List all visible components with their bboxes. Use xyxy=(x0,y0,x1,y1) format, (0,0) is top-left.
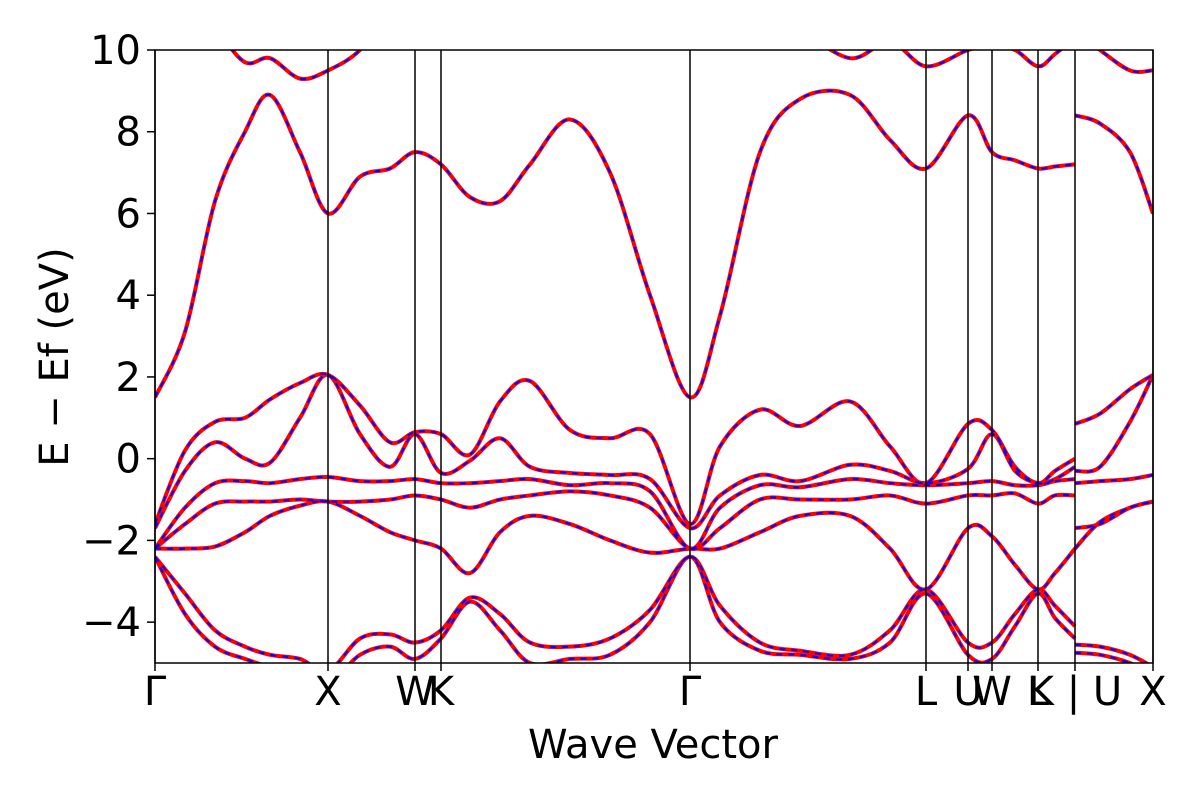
x-tick-label: K xyxy=(428,669,456,715)
y-tick-label: 10 xyxy=(90,28,141,74)
y-tick-label: 2 xyxy=(116,355,141,401)
band-line xyxy=(155,490,1153,551)
band-line xyxy=(155,88,1153,400)
x-tick-label: U xyxy=(953,669,982,715)
x-tick-label: Γ xyxy=(144,669,167,715)
band-line xyxy=(155,373,1153,530)
band-line xyxy=(155,554,1136,663)
x-tick-label: W xyxy=(972,669,1012,715)
y-axis-label: E − Ef (eV) xyxy=(32,247,78,466)
y-tick-label: −2 xyxy=(82,518,141,564)
band-line xyxy=(155,489,1153,551)
x-tick-label: W xyxy=(395,669,435,715)
band-line xyxy=(155,89,1153,399)
y-tick-label: −4 xyxy=(82,600,141,646)
band-line xyxy=(155,555,1133,663)
band-line xyxy=(155,500,1153,591)
band-line xyxy=(155,372,1153,526)
band-line xyxy=(155,499,1153,592)
x-tick-label: L xyxy=(1027,669,1050,715)
y-tick-label: 4 xyxy=(116,273,141,319)
band-line xyxy=(155,474,1153,550)
y-tick-label: 8 xyxy=(116,110,141,156)
x-tick-label: K | U xyxy=(1028,669,1122,715)
x-tick-label: Γ xyxy=(679,669,702,715)
band-line xyxy=(231,50,1153,81)
band-line xyxy=(229,50,1153,82)
y-tick-label: 6 xyxy=(116,191,141,237)
x-axis-label: Wave Vector xyxy=(528,722,779,768)
x-tick-label: X xyxy=(1139,669,1166,715)
y-tick-label: 0 xyxy=(116,437,141,483)
x-tick-label: X xyxy=(314,669,341,715)
plot-frame xyxy=(154,49,1154,664)
plot-area xyxy=(155,50,1153,663)
x-tick-label: L xyxy=(915,669,938,715)
